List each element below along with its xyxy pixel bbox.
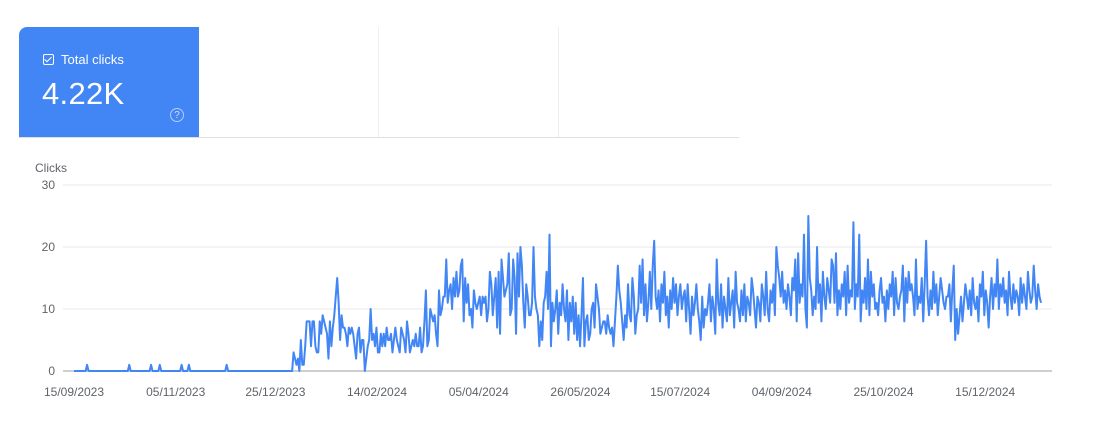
x-tick-label: 15/09/2023 [44,385,104,399]
x-tick-label: 05/04/2024 [449,385,509,399]
series-line-clicks [74,215,1042,372]
series-group [74,215,1042,372]
x-tick-label: 14/02/2024 [347,385,407,399]
y-axis-label: Clicks [35,161,67,175]
y-tick-label: 0 [48,364,55,378]
metric-label: Total clicks [61,52,124,67]
x-tick-label: 26/05/2024 [550,385,610,399]
y-tick-label: 20 [42,240,56,254]
y-ticks: 0 10 20 30 [42,178,56,378]
card-divider [558,27,559,137]
x-tick-label: 15/12/2024 [955,385,1015,399]
y-tick-label: 30 [42,178,56,192]
metric-card-row: Total clicks 4.22K ? [19,27,739,138]
card-divider [378,27,379,137]
checkbox-checked-icon[interactable] [43,54,54,65]
help-icon[interactable]: ? [170,108,184,122]
x-tick-label: 05/11/2023 [146,385,205,399]
x-tick-label: 04/09/2024 [752,385,812,399]
x-tick-label: 25/10/2024 [853,385,913,399]
total-clicks-card[interactable]: Total clicks 4.22K ? [19,27,199,137]
y-tick-label: 10 [42,302,56,316]
metric-value: 4.22K [42,76,125,111]
x-tick-label: 25/12/2023 [245,385,305,399]
x-tick-label: 15/07/2024 [650,385,710,399]
x-ticks: 15/09/2023 05/11/2023 25/12/2023 14/02/2024… [44,385,1016,399]
metric-label-row: Total clicks [43,52,124,67]
